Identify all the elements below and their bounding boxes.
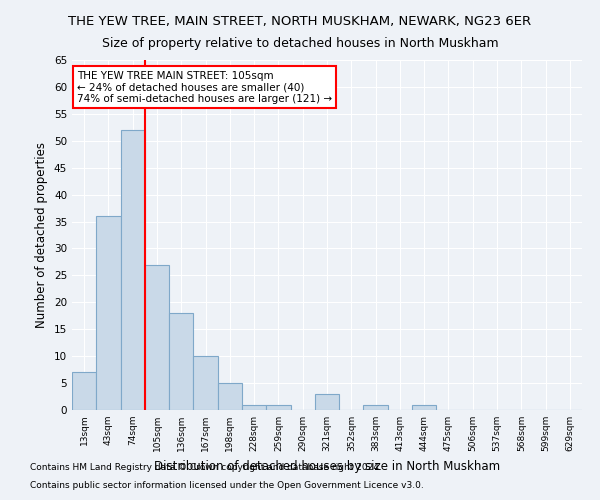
Bar [72, 372, 96, 410]
Bar [121, 130, 145, 410]
Text: Size of property relative to detached houses in North Muskham: Size of property relative to detached ho… [101, 38, 499, 51]
Bar [266, 404, 290, 410]
Bar [96, 216, 121, 410]
Bar [364, 404, 388, 410]
Text: THE YEW TREE MAIN STREET: 105sqm
← 24% of detached houses are smaller (40)
74% o: THE YEW TREE MAIN STREET: 105sqm ← 24% o… [77, 70, 332, 104]
Bar [145, 264, 169, 410]
Bar [193, 356, 218, 410]
Bar [315, 394, 339, 410]
Bar [169, 313, 193, 410]
Text: THE YEW TREE, MAIN STREET, NORTH MUSKHAM, NEWARK, NG23 6ER: THE YEW TREE, MAIN STREET, NORTH MUSKHAM… [68, 15, 532, 28]
Bar [218, 383, 242, 410]
Y-axis label: Number of detached properties: Number of detached properties [35, 142, 49, 328]
Bar [242, 404, 266, 410]
Text: Contains HM Land Registry data © Crown copyright and database right 2024.: Contains HM Land Registry data © Crown c… [30, 464, 382, 472]
Text: Contains public sector information licensed under the Open Government Licence v3: Contains public sector information licen… [30, 481, 424, 490]
X-axis label: Distribution of detached houses by size in North Muskham: Distribution of detached houses by size … [154, 460, 500, 472]
Bar [412, 404, 436, 410]
